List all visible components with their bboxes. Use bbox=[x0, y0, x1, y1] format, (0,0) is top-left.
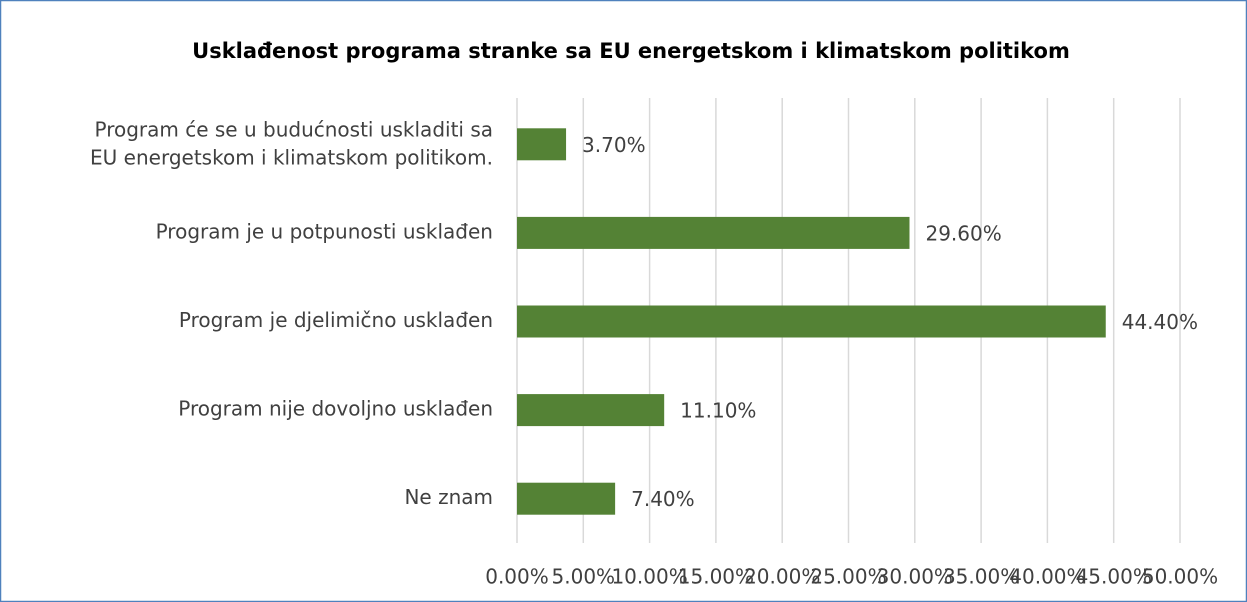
bar bbox=[517, 216, 910, 249]
y-tick-label: Program će se u budućnosti uskladiti sa E… bbox=[90, 117, 493, 169]
data-label: 44.40% bbox=[1122, 310, 1198, 334]
x-tick-label: 35.00% bbox=[943, 565, 1019, 589]
x-tick-label: 50.00% bbox=[1142, 565, 1218, 589]
x-tick-label: 5.00% bbox=[552, 565, 616, 589]
bar bbox=[517, 128, 567, 161]
y-tick-label: Program je djelimično usklađen bbox=[179, 308, 493, 332]
x-tick-label: 15.00% bbox=[678, 565, 754, 589]
x-tick-label: 45.00% bbox=[1076, 565, 1152, 589]
y-tick-label: Ne znam bbox=[404, 485, 493, 509]
bar bbox=[517, 394, 665, 427]
data-label: 7.40% bbox=[631, 487, 695, 511]
x-tick-label: 30.00% bbox=[877, 565, 953, 589]
bar bbox=[517, 305, 1106, 338]
data-label: 29.60% bbox=[925, 221, 1001, 245]
y-tick-label-line: Program će se u budućnosti uskladiti sa bbox=[94, 117, 493, 141]
chart-title: Usklađenost programa stranke sa EU energ… bbox=[192, 39, 1070, 63]
x-tick-label: 20.00% bbox=[744, 565, 820, 589]
y-tick-label: Program je u potpunosti usklađen bbox=[156, 219, 493, 243]
x-tick-label: 40.00% bbox=[1009, 565, 1085, 589]
x-tick-label: 25.00% bbox=[810, 565, 886, 589]
x-tick-label: 0.00% bbox=[485, 565, 549, 589]
data-label: 3.70% bbox=[582, 133, 646, 157]
bar bbox=[517, 482, 616, 515]
y-tick-label: Program nije dovoljno usklađen bbox=[178, 397, 493, 421]
data-label: 11.10% bbox=[680, 399, 756, 423]
y-tick-label-line: EU energetskom i klimatskom politikom. bbox=[90, 145, 493, 169]
x-tick-label: 10.00% bbox=[611, 565, 687, 589]
